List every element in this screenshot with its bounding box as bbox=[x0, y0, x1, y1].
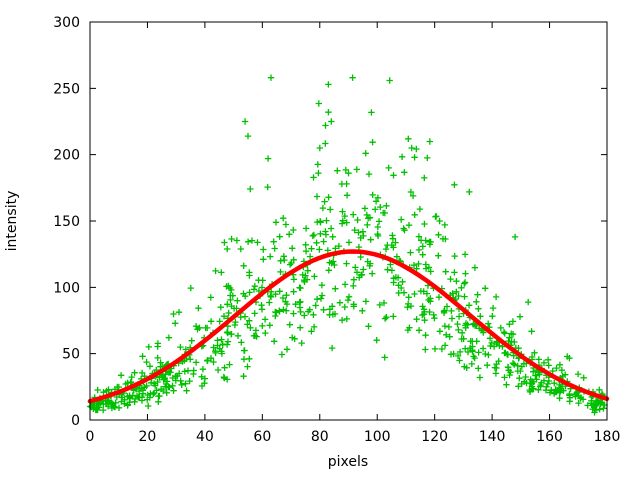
x-tick-label: 120 bbox=[421, 429, 448, 445]
scatter-points bbox=[86, 74, 608, 416]
plot-border bbox=[89, 21, 608, 421]
x-tick-label: 60 bbox=[253, 429, 271, 445]
x-tick-label: 0 bbox=[86, 429, 95, 445]
x-tick-label: 140 bbox=[479, 429, 506, 445]
x-tick-label: 100 bbox=[364, 429, 391, 445]
y-tick-label: 150 bbox=[53, 214, 80, 230]
tick-labels: 0 20 40 60 80 100 120 140 160 180 0 50 100 150 200 250 3… bbox=[53, 15, 620, 445]
fit-curve-series bbox=[87, 249, 610, 404]
x-tick-label: 160 bbox=[536, 429, 563, 445]
scatter-series bbox=[86, 74, 608, 416]
x-tick-label: 40 bbox=[196, 429, 214, 445]
y-tick-label: 100 bbox=[53, 280, 80, 296]
y-tick-label: 300 bbox=[53, 15, 80, 31]
x-tick-label: 180 bbox=[594, 429, 621, 445]
y-axis-label: intensity bbox=[4, 191, 20, 252]
x-tick-label: 80 bbox=[311, 429, 329, 445]
y-tick-label: 0 bbox=[71, 413, 80, 429]
y-tick-label: 250 bbox=[53, 81, 80, 97]
y-tick-label: 200 bbox=[53, 148, 80, 164]
y-tick-label: 50 bbox=[62, 347, 80, 363]
x-axis-label: pixels bbox=[328, 454, 368, 470]
x-tick-label: 20 bbox=[139, 429, 157, 445]
fit-curve bbox=[87, 249, 610, 404]
